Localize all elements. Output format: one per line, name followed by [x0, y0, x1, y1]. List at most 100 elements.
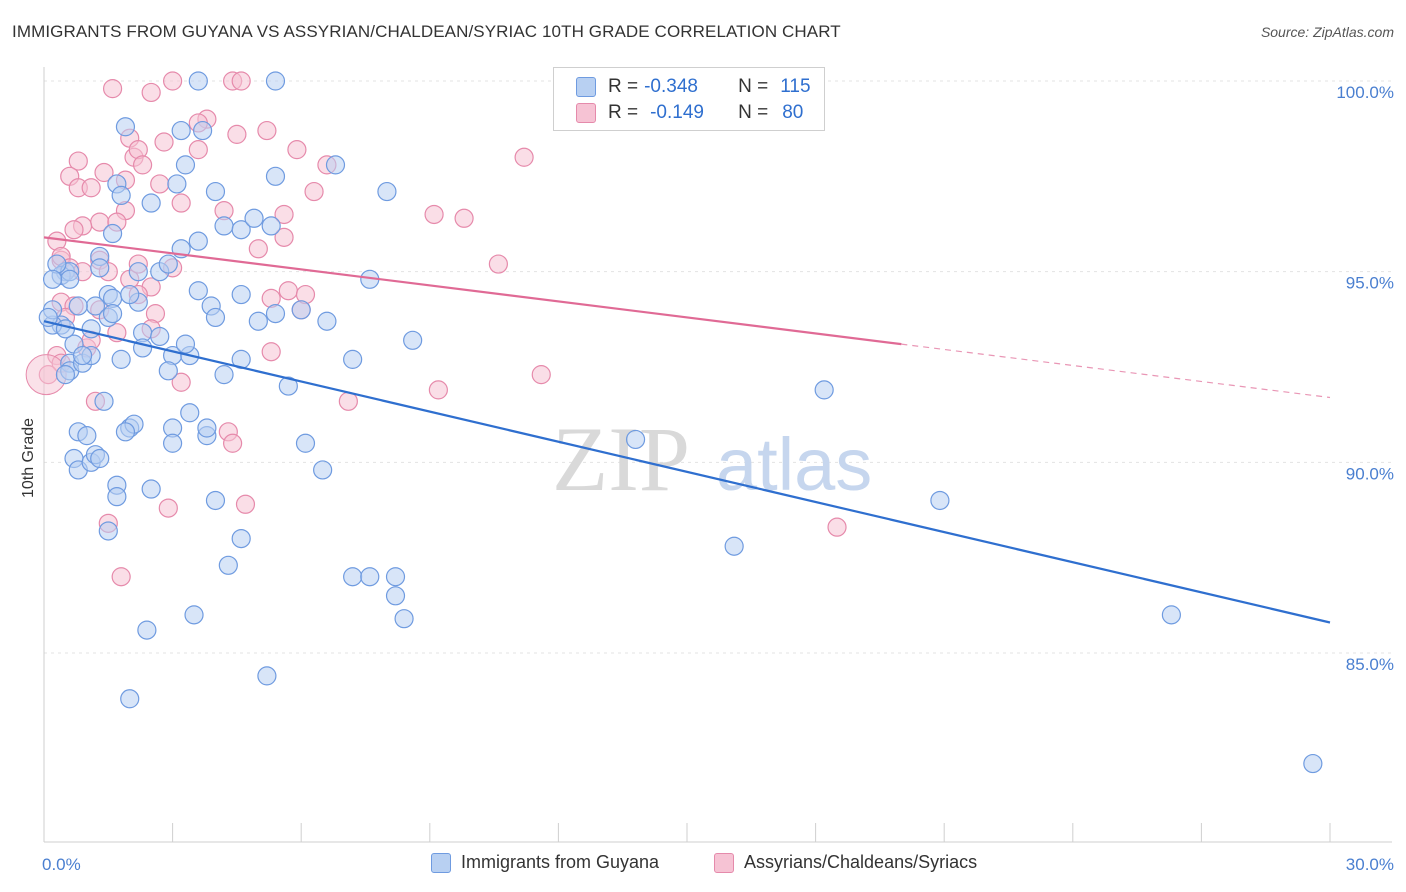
data-point-assyrians — [261, 342, 281, 362]
y-tick-label: 85.0% — [1346, 655, 1394, 674]
trend-line-assyrians-extension — [901, 343, 1331, 399]
data-point-guyana — [214, 216, 234, 236]
data-point-assyrians — [163, 71, 183, 91]
data-point-guyana — [265, 166, 286, 186]
data-point-guyana — [81, 319, 101, 339]
data-point-guyana — [120, 689, 140, 709]
data-point-guyana — [205, 307, 226, 328]
data-point-assyrians — [531, 365, 551, 385]
legend-n-value: 80 — [782, 102, 804, 123]
data-point-guyana — [214, 365, 234, 385]
data-point-guyana — [278, 376, 298, 396]
data-point-guyana — [231, 284, 251, 305]
correlation-legend: R = -0.348 N = 115 R = -0.149 N = 80 — [553, 67, 825, 131]
data-point-assyrians — [235, 494, 256, 514]
data-point-guyana — [150, 326, 170, 347]
watermark: ZIP atlas — [552, 408, 872, 510]
legend-swatch-pink — [714, 852, 734, 873]
legend-n-value: 115 — [780, 76, 811, 97]
data-point-guyana — [158, 361, 178, 381]
data-point-guyana — [77, 426, 97, 446]
data-point-assyrians — [274, 227, 294, 247]
data-point-guyana — [295, 433, 316, 453]
data-point-assyrians — [94, 162, 114, 183]
trend-line-guyana — [43, 320, 1331, 624]
data-point-guyana — [1303, 753, 1323, 774]
y-tick-label: 90.0% — [1346, 464, 1394, 483]
data-point-guyana — [188, 281, 208, 301]
y-tick-label: 100.0% — [1336, 83, 1394, 102]
data-point-guyana — [137, 620, 157, 640]
data-point-guyana — [94, 391, 114, 411]
trend-lines — [43, 236, 1331, 624]
data-point-guyana — [814, 380, 834, 400]
data-point-guyana — [325, 155, 346, 175]
legend-n-label: N = — [738, 76, 769, 97]
data-point-guyana — [261, 216, 281, 236]
legend-r-value: -0.149 — [650, 102, 704, 123]
data-point-assyrians — [141, 82, 161, 103]
data-point-guyana — [163, 433, 183, 453]
data-point-guyana — [625, 429, 646, 450]
data-point-guyana — [197, 418, 217, 438]
data-point-guyana — [132, 338, 153, 358]
data-point-assyrians — [158, 498, 178, 518]
data-point-assyrians — [827, 517, 847, 537]
data-point-assyrians — [132, 155, 153, 175]
data-point-guyana — [141, 479, 161, 499]
data-point-guyana — [244, 208, 264, 228]
data-point-assyrians — [278, 281, 298, 301]
data-point-guyana — [930, 490, 950, 511]
data-point-assyrians — [171, 372, 191, 392]
legend-row-guyana: R = -0.348 N = 115 — [576, 75, 811, 99]
data-point-guyana — [403, 330, 423, 350]
data-point-guyana — [1161, 605, 1181, 625]
data-point-guyana — [188, 231, 208, 251]
data-point-guyana — [317, 311, 337, 331]
data-point-guyana — [231, 528, 251, 549]
legend-row-assyrians: R = -0.149 N = 80 — [576, 101, 803, 125]
data-point-guyana — [291, 300, 311, 320]
data-point-guyana — [193, 120, 213, 141]
data-point-guyana — [394, 609, 414, 629]
data-point-guyana — [343, 349, 363, 369]
data-point-guyana — [115, 422, 136, 442]
data-point-guyana — [175, 334, 196, 354]
data-point-guyana — [265, 304, 286, 324]
data-point-guyana — [90, 258, 110, 278]
data-point-guyana — [128, 262, 148, 282]
data-point-guyana — [68, 296, 88, 316]
x-tick-labels: 0.0% 30.0% — [42, 855, 1394, 874]
data-point-guyana — [42, 269, 63, 289]
data-point-assyrians — [248, 239, 268, 259]
data-point-assyrians — [257, 120, 277, 141]
data-point-guyana — [724, 536, 744, 556]
data-point-assyrians — [154, 132, 174, 152]
legend-label-guyana: Immigrants from Guyana — [461, 852, 660, 872]
y-axis-label: 10th Grade — [20, 418, 37, 498]
data-point-guyana — [55, 319, 76, 339]
source-label: Source: ZipAtlas.com — [1260, 24, 1394, 40]
watermark-zip: ZIP — [552, 408, 690, 510]
data-point-assyrians — [231, 71, 251, 91]
data-point-assyrians — [287, 140, 307, 160]
data-point-assyrians — [81, 178, 101, 198]
x-tick-label: 30.0% — [1346, 855, 1394, 874]
data-point-guyana — [313, 460, 333, 480]
data-point-assyrians — [488, 254, 508, 274]
data-point-guyana — [205, 490, 226, 511]
data-point-guyana — [60, 269, 80, 289]
legend-r-value: -0.348 — [644, 76, 698, 97]
data-point-guyana — [111, 349, 131, 369]
data-point-guyana — [343, 567, 363, 587]
data-point-assyrians — [424, 204, 444, 225]
data-point-guyana — [385, 586, 406, 606]
data-point-assyrians — [304, 181, 324, 202]
data-point-guyana — [257, 666, 277, 686]
data-point-guyana — [184, 605, 204, 625]
legend-swatch-blue — [431, 852, 451, 873]
series-legend: Immigrants from Guyana Assyrians/Chaldea… — [0, 852, 1406, 876]
data-point-guyana — [158, 254, 178, 274]
legend-r-label: R = — [608, 76, 639, 97]
